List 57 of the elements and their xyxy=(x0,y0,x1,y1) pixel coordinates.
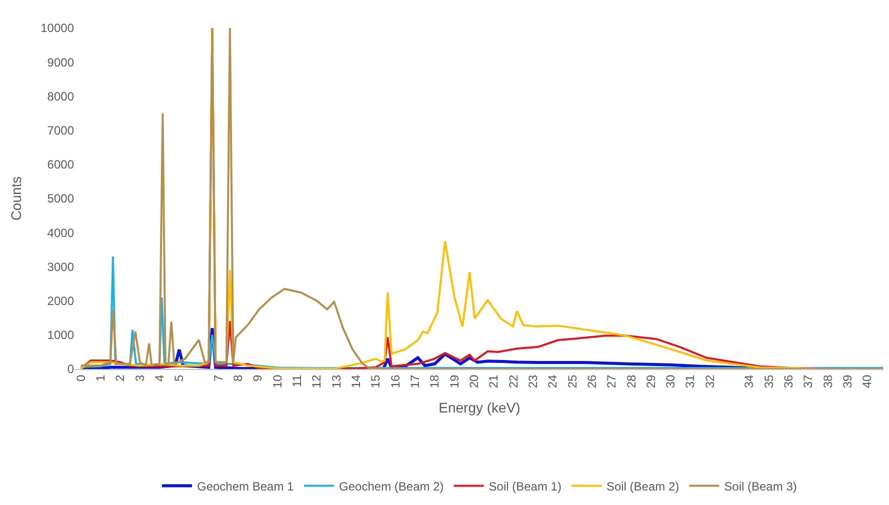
y-tick-label: 7000 xyxy=(47,124,74,138)
x-tick-label: 39 xyxy=(840,374,855,388)
x-tick-label: 25 xyxy=(565,374,580,388)
x-tick-label: 35 xyxy=(762,374,776,388)
x-tick-label: 37 xyxy=(801,374,816,388)
x-tick-label: 26 xyxy=(584,374,599,388)
y-tick-label: 8000 xyxy=(47,89,74,104)
x-tick-label: 15 xyxy=(368,374,383,388)
x-tick-label: 3 xyxy=(132,374,147,382)
x-tick-label: 21 xyxy=(486,374,501,388)
x-tick-label: 27 xyxy=(604,374,619,388)
x-tick-label: 40 xyxy=(860,374,874,388)
y-tick-label: 2000 xyxy=(47,294,74,308)
legend-label: Soil (Beam 1) xyxy=(488,479,562,494)
x-axis-title: Energy (keV) xyxy=(438,399,520,416)
legend-label: Geochem (Beam 2) xyxy=(339,479,444,494)
x-tick-label: 34 xyxy=(742,374,756,388)
y-tick-label: 10000 xyxy=(40,21,74,36)
x-tick-label: 4 xyxy=(152,374,166,382)
x-tick-label: 2 xyxy=(113,374,128,382)
legend-label: Soil (Beam 3) xyxy=(724,479,797,494)
legend-label: Geochem Beam 1 xyxy=(197,479,294,494)
x-tick-label: 0 xyxy=(74,374,88,382)
y-axis-title: Counts xyxy=(8,176,24,221)
x-tick-label: 29 xyxy=(644,374,658,388)
x-tick-label: 10 xyxy=(270,374,284,388)
x-tick-label: 28 xyxy=(624,374,638,388)
x-tick-label: 32 xyxy=(702,374,717,388)
x-tick-label: 9 xyxy=(250,374,265,382)
y-tick-label: 9000 xyxy=(47,55,74,70)
x-tick-label: 19 xyxy=(447,374,462,388)
x-tick-label: 17 xyxy=(408,374,422,388)
legend-label: Soil (Beam 2) xyxy=(606,479,680,494)
line-series xyxy=(80,255,884,369)
y-tick-label: 5000 xyxy=(47,192,74,206)
x-tick-label: 22 xyxy=(506,374,520,388)
x-tick-label: 16 xyxy=(388,374,402,388)
x-tick-label: 14 xyxy=(349,374,364,388)
y-tick-label: 3000 xyxy=(47,260,74,274)
x-tick-label: 20 xyxy=(466,374,481,388)
x-tick-label: 12 xyxy=(310,374,324,388)
x-tick-label: 5 xyxy=(172,374,186,382)
x-tick-label: 18 xyxy=(428,374,442,388)
x-tick-label: 36 xyxy=(782,374,796,388)
x-tick-label: 8 xyxy=(231,374,246,382)
y-tick-label: 4000 xyxy=(47,226,74,240)
x-tick-label: 13 xyxy=(329,374,344,388)
x-tick-label: 31 xyxy=(683,374,698,388)
x-tick-label: 1 xyxy=(93,374,108,382)
x-tick-label: 23 xyxy=(526,374,540,388)
x-tick-label: 38 xyxy=(820,374,835,388)
y-tick-label: 1000 xyxy=(47,328,74,342)
x-tick-label: 11 xyxy=(290,374,304,388)
y-tick-label: 6000 xyxy=(47,158,74,172)
x-tick-label: 7 xyxy=(211,374,226,382)
x-tick-label: 30 xyxy=(664,374,678,388)
x-tick-label: 24 xyxy=(546,374,560,388)
